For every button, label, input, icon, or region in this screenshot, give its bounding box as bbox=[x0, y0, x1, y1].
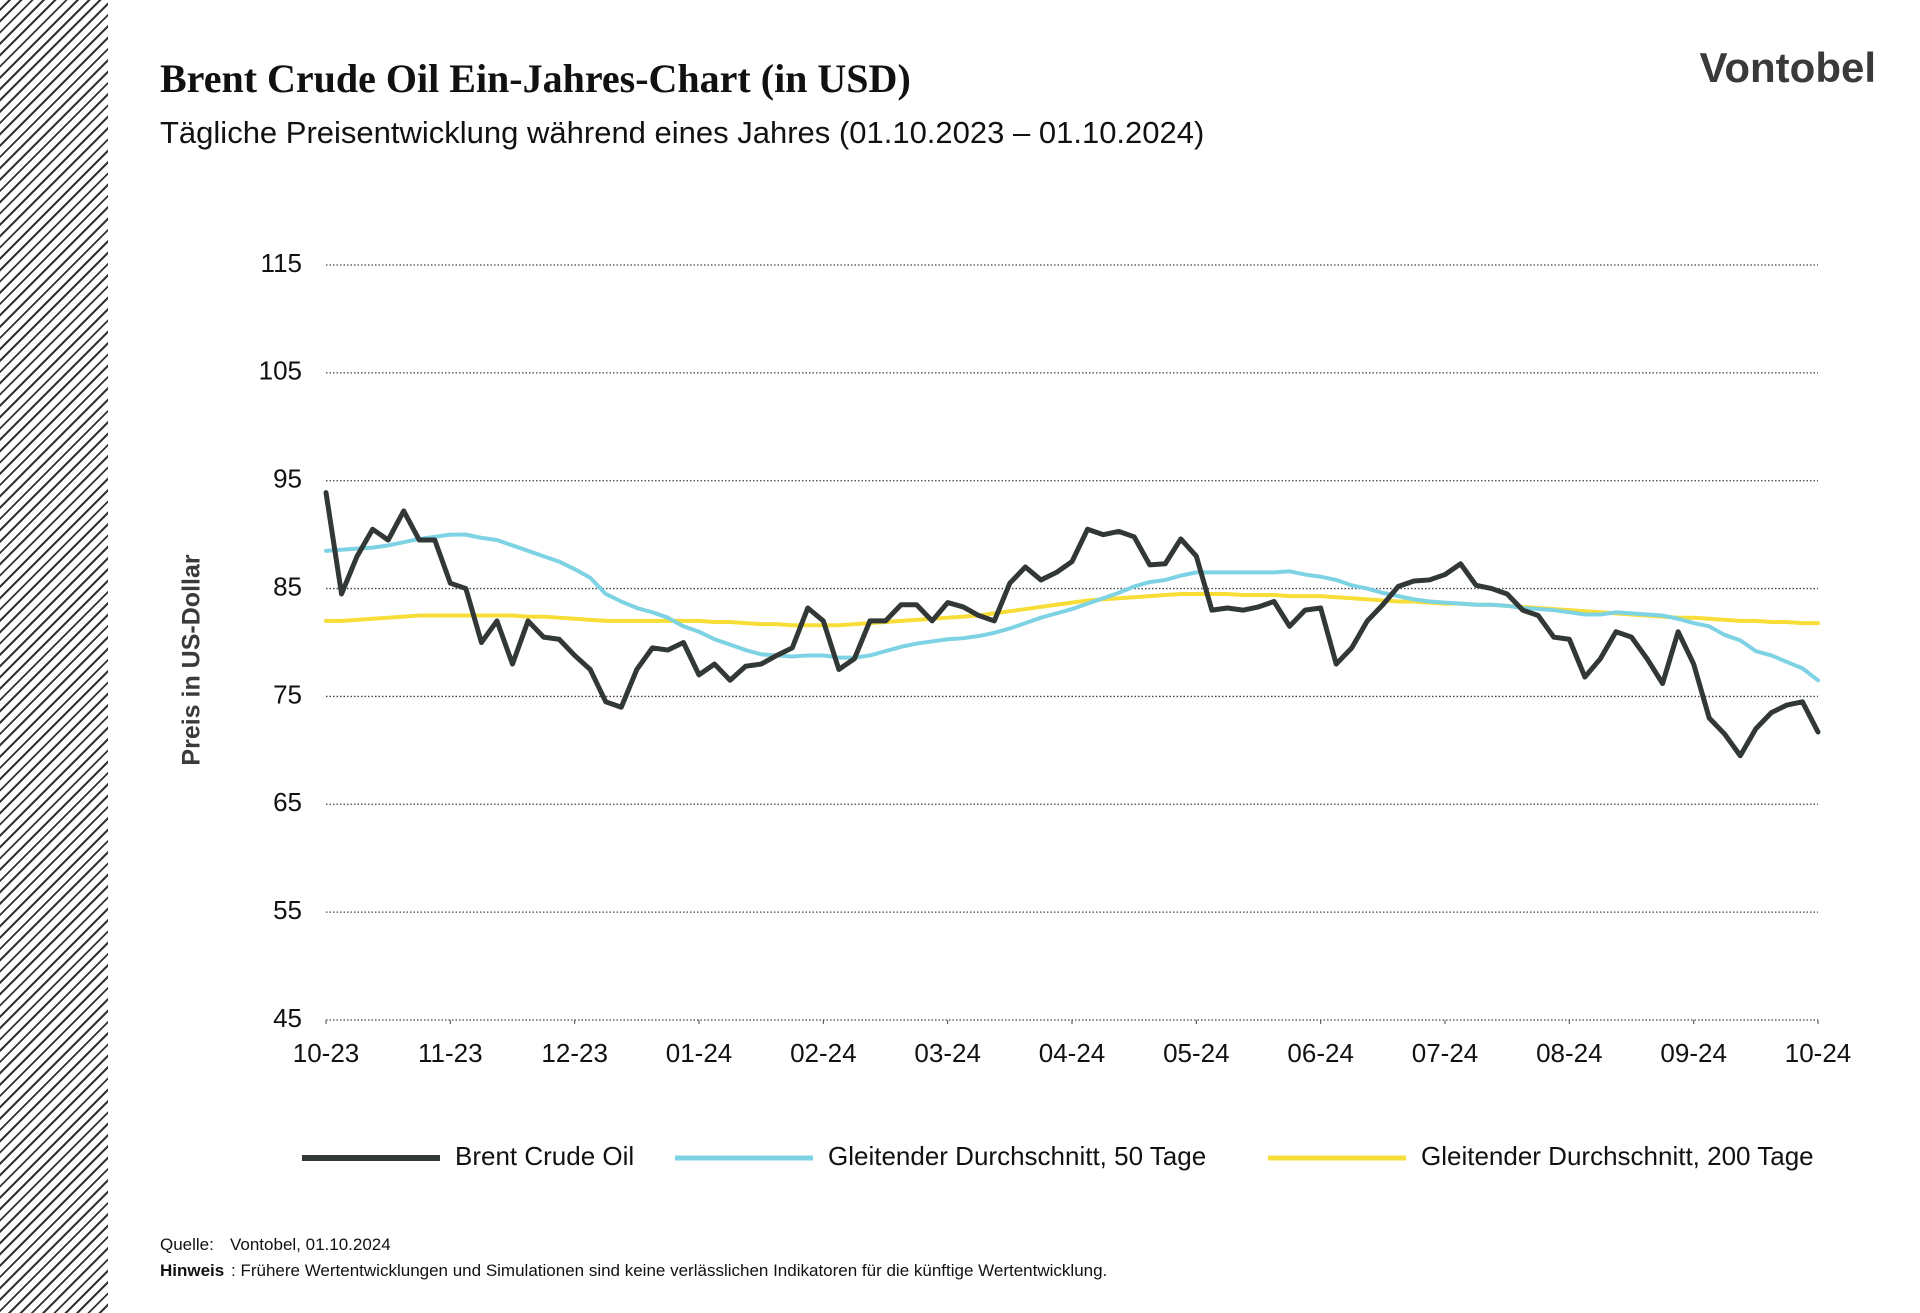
legend-label: Brent Crude Oil bbox=[455, 1141, 634, 1171]
note-label: Hinweis bbox=[160, 1261, 224, 1280]
x-tick-label: 01-24 bbox=[666, 1038, 733, 1068]
source: Vontobel, 01.10.2024 bbox=[230, 1235, 391, 1254]
x-tick-label: 04-24 bbox=[1039, 1038, 1106, 1068]
brand-logo: Vontobel bbox=[1699, 44, 1876, 91]
x-tick-label: 10-23 bbox=[293, 1038, 360, 1068]
y-tick-label: 45 bbox=[273, 1003, 302, 1033]
y-tick-label: 105 bbox=[259, 356, 302, 386]
y-tick-label: 115 bbox=[261, 248, 302, 278]
x-tick-label: 08-24 bbox=[1536, 1038, 1603, 1068]
series-line bbox=[323, 490, 1821, 759]
x-tick-label: 10-24 bbox=[1785, 1038, 1852, 1068]
x-tick-label: 12-23 bbox=[541, 1038, 608, 1068]
y-tick-label: 65 bbox=[273, 787, 302, 817]
x-tick-label: 06-24 bbox=[1287, 1038, 1354, 1068]
x-tick-label: 05-24 bbox=[1163, 1038, 1230, 1068]
legend-label: Gleitender Durchschnitt, 200 Tage bbox=[1421, 1141, 1814, 1171]
source-label: Quelle: bbox=[160, 1235, 214, 1254]
series-line bbox=[324, 532, 1820, 683]
y-tick-label: 75 bbox=[273, 679, 302, 709]
y-tick-label: 55 bbox=[273, 895, 302, 925]
legend-label: Gleitender Durchschnitt, 50 Tage bbox=[828, 1141, 1206, 1171]
chart-title: Brent Crude Oil Ein-Jahres-Chart (in USD… bbox=[160, 56, 911, 101]
hatched-stripe bbox=[0, 0, 108, 1313]
y-tick-label: 95 bbox=[273, 464, 302, 494]
y-tick-label: 85 bbox=[273, 571, 302, 601]
x-tick-label: 11-23 bbox=[418, 1038, 483, 1068]
x-tick-label: 03-24 bbox=[914, 1038, 981, 1068]
note: : Frühere Wertentwicklungen und Simulati… bbox=[231, 1261, 1107, 1280]
x-tick-label: 07-24 bbox=[1412, 1038, 1479, 1068]
series-line bbox=[324, 591, 1820, 628]
chart-subtitle: Tägliche Preisentwicklung während eines … bbox=[160, 115, 1204, 150]
y-axis-title: Preis in US-Dollar bbox=[178, 554, 206, 765]
x-tick-label: 02-24 bbox=[790, 1038, 857, 1068]
x-tick-label: 09-24 bbox=[1660, 1038, 1727, 1068]
